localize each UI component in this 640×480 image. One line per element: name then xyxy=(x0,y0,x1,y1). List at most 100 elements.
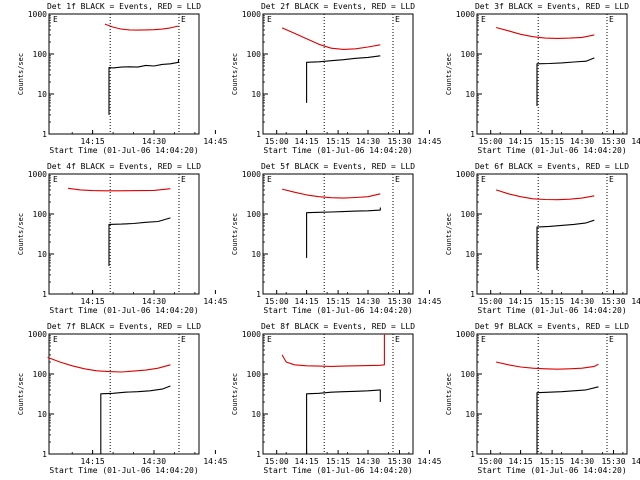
x-tick-label: 15:00 xyxy=(479,457,503,466)
panel-title: Det 6f BLACK = Events, RED = LLD xyxy=(475,162,629,171)
panel-title: Det 4f BLACK = Events, RED = LLD xyxy=(47,162,201,171)
y-tick-label-1000: 1000 xyxy=(28,330,47,339)
x-tick-label: 14:45 xyxy=(631,137,640,146)
x-tick-label: 14:30 xyxy=(142,457,166,466)
x-tick-label: 15:00 xyxy=(479,137,503,146)
x-tick-label: 15:30 xyxy=(387,457,411,466)
x-tick-label: 14:30 xyxy=(570,457,594,466)
x-tick-label: 14:15 xyxy=(81,297,105,306)
plot-frame xyxy=(48,333,200,455)
marker-label-e: E xyxy=(181,15,186,24)
x-tick-label: 14:15 xyxy=(509,297,533,306)
marker-label-e: E xyxy=(267,175,272,184)
y-tick-label-1000: 1000 xyxy=(242,10,261,19)
plot-frame xyxy=(262,333,414,455)
y-tick-label-1: 1 xyxy=(470,450,475,459)
x-tick-label: 14:45 xyxy=(203,457,227,466)
detector-panel-7: Det 7f BLACK = Events, RED = LLD 1 10 100 10… xyxy=(17,322,412,475)
y-tick-label-100: 100 xyxy=(461,210,476,219)
y-tick-label-10: 10 xyxy=(251,90,261,99)
x-tick-label: 14:30 xyxy=(142,297,166,306)
y-tick-label-1: 1 xyxy=(256,130,261,139)
x-tick-label: 14:15 xyxy=(295,457,319,466)
marker-label-e: E xyxy=(181,335,186,344)
plot-frame xyxy=(476,333,628,455)
events-series-line xyxy=(108,59,180,115)
detector-panel-1: Det 1f BLACK = Events, RED = LLD 1 10 100 10… xyxy=(17,2,412,155)
detector-panel-5: Det 5f BLACK = Events, RED = LLD 1 10 100 10… xyxy=(231,162,626,315)
events-series-line xyxy=(536,386,599,454)
y-tick-label-1: 1 xyxy=(470,290,475,299)
detector-panel-3: Det 3f BLACK = Events, RED = LLD 1 10 100 10… xyxy=(445,2,640,155)
y-tick-label-100: 100 xyxy=(33,50,48,59)
marker-label-e: E xyxy=(481,175,486,184)
x-tick-label: 15:00 xyxy=(265,297,289,306)
panel-title: Det 1f BLACK = Events, RED = LLD xyxy=(47,2,201,11)
marker-label-e: E xyxy=(267,335,272,344)
y-tick-label-100: 100 xyxy=(461,370,476,379)
x-tick-label: 14:15 xyxy=(81,457,105,466)
lld-series-line xyxy=(495,189,595,201)
y-tick-label-1000: 1000 xyxy=(242,330,261,339)
detector-panel-8: Det 8f BLACK = Events, RED = LLD 1 10 100 10… xyxy=(231,322,626,475)
x-axis-label: Start Time (01-Jul-06 14:04:20) xyxy=(263,306,412,315)
detector-panel-6: Det 6f BLACK = Events, RED = LLD 1 10 100 10… xyxy=(445,162,640,315)
y-tick-label-1: 1 xyxy=(256,290,261,299)
lld-series-line xyxy=(281,334,385,367)
x-tick-label: 15:15 xyxy=(540,297,564,306)
y-tick-label-1: 1 xyxy=(42,290,47,299)
x-tick-label: 14:30 xyxy=(356,137,380,146)
x-tick-label: 14:45 xyxy=(203,297,227,306)
y-axis-label: Counts/sec xyxy=(445,53,453,95)
x-axis-label: Start Time (01-Jul-06 14:04:20) xyxy=(477,306,626,315)
marker-label-e: E xyxy=(53,175,58,184)
lld-series-line xyxy=(281,27,381,50)
lld-series-line xyxy=(495,26,595,39)
x-tick-label: 14:45 xyxy=(417,457,441,466)
lld-series-line xyxy=(495,361,599,370)
x-tick-label: 14:15 xyxy=(509,457,533,466)
x-tick-label: 14:45 xyxy=(203,137,227,146)
y-tick-label-1000: 1000 xyxy=(456,10,475,19)
y-tick-label-100: 100 xyxy=(33,210,48,219)
y-tick-label-10: 10 xyxy=(465,90,475,99)
y-tick-label-1000: 1000 xyxy=(456,330,475,339)
x-tick-label: 15:30 xyxy=(387,137,411,146)
y-tick-label-10: 10 xyxy=(251,410,261,419)
y-tick-label-1000: 1000 xyxy=(28,170,47,179)
panel-title: Det 3f BLACK = Events, RED = LLD xyxy=(475,2,629,11)
y-tick-label-10: 10 xyxy=(37,90,47,99)
x-tick-label: 14:30 xyxy=(356,297,380,306)
panel-title: Det 2f BLACK = Events, RED = LLD xyxy=(261,2,415,11)
x-axis-label: Start Time (01-Jul-06 14:04:20) xyxy=(49,146,198,155)
y-tick-label-10: 10 xyxy=(465,410,475,419)
x-tick-label: 14:30 xyxy=(570,297,594,306)
x-tick-label: 15:15 xyxy=(540,457,564,466)
lld-series-line xyxy=(104,23,179,31)
y-tick-label-100: 100 xyxy=(247,370,262,379)
y-tick-label-1: 1 xyxy=(42,130,47,139)
marker-label-e: E xyxy=(395,175,400,184)
x-tick-label: 15:15 xyxy=(540,137,564,146)
events-series-line xyxy=(536,57,595,106)
y-tick-label-10: 10 xyxy=(465,250,475,259)
y-tick-label-100: 100 xyxy=(247,50,262,59)
events-series-line xyxy=(306,55,381,103)
detector-panel-4: Det 4f BLACK = Events, RED = LLD 1 10 100 10… xyxy=(17,162,412,315)
x-tick-label: 14:45 xyxy=(631,457,640,466)
x-tick-label: 14:30 xyxy=(356,457,380,466)
detector-panel-9: Det 9f BLACK = Events, RED = LLD 1 10 100 10… xyxy=(445,322,640,475)
x-tick-label: 14:15 xyxy=(295,297,319,306)
marker-label-e: E xyxy=(53,15,58,24)
marker-label-e: E xyxy=(395,15,400,24)
events-series-line xyxy=(100,385,171,454)
marker-label-e: E xyxy=(395,335,400,344)
x-axis-label: Start Time (01-Jul-06 14:04:20) xyxy=(49,466,198,475)
y-tick-label-1000: 1000 xyxy=(242,170,261,179)
x-axis-label: Start Time (01-Jul-06 14:04:20) xyxy=(477,466,626,475)
x-tick-label: 15:15 xyxy=(326,137,350,146)
panel-title: Det 8f BLACK = Events, RED = LLD xyxy=(261,322,415,331)
y-tick-label-100: 100 xyxy=(461,50,476,59)
y-tick-label-10: 10 xyxy=(37,410,47,419)
x-tick-label: 15:30 xyxy=(387,297,411,306)
